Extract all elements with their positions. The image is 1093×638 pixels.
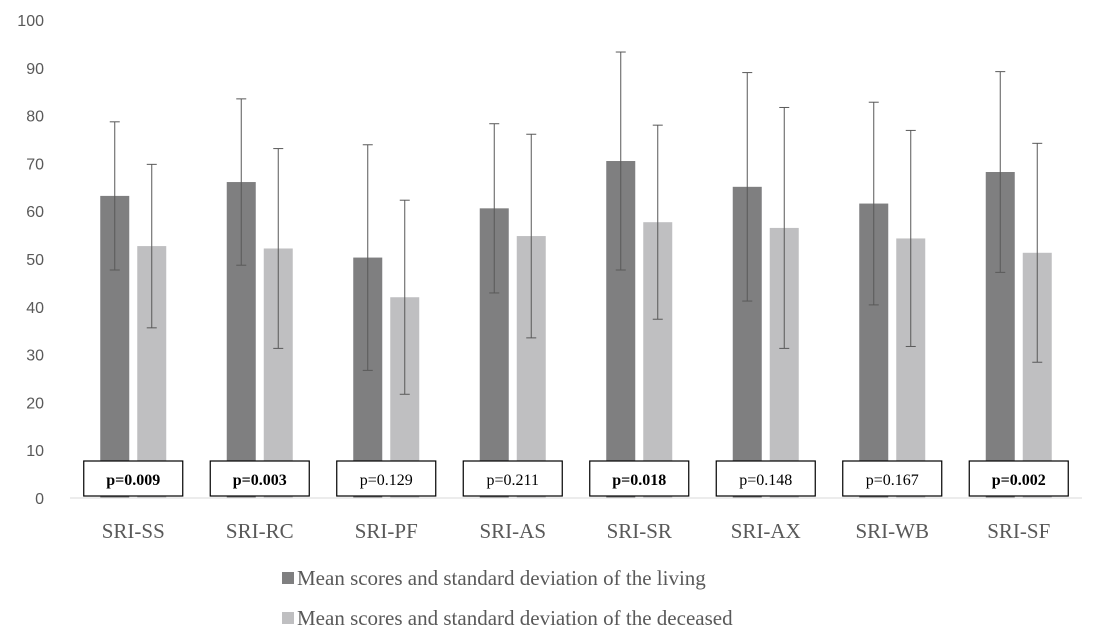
legend-label: Mean scores and standard deviation of th… (297, 606, 733, 630)
legend: Mean scores and standard deviation of th… (282, 566, 733, 630)
p-value-label: p=0.129 (360, 472, 413, 489)
x-axis-labels: SRI-SS SRI-RC SRI-PF SRI-AS SRI-SR SRI-AX SRI-… (102, 519, 1051, 543)
y-tick-label: 20 (26, 395, 44, 412)
y-tick-label: 70 (26, 156, 44, 173)
p-value-box (968, 460, 1069, 497)
legend-swatch (282, 572, 294, 584)
p-value-box (336, 460, 437, 497)
bars (100, 161, 1052, 499)
y-tick-label: 90 (26, 61, 44, 78)
legend-label: Mean scores and standard deviation of th… (297, 566, 706, 590)
p-value-label: p=0.002 (992, 472, 1046, 489)
p-value-box (842, 460, 943, 497)
y-tick-label: 50 (26, 252, 44, 269)
x-tick-label: SRI-SR (607, 519, 672, 543)
y-tick-label: 60 (26, 204, 44, 221)
x-tick-label: SRI-SF (987, 519, 1050, 543)
legend-swatch (282, 612, 294, 624)
p-value-box (83, 460, 184, 497)
x-tick-label: SRI-WB (856, 519, 930, 543)
y-tick-label: 100 (17, 13, 44, 30)
error-bars (109, 51, 1043, 395)
x-tick-label: SRI-RC (226, 519, 294, 543)
p-value-label: p=0.148 (739, 472, 792, 489)
p-value-label: p=0.003 (233, 472, 287, 489)
p-value-label: p=0.009 (106, 472, 160, 489)
p-value-annotations: p=0.009 p=0.003 p=0.129 p=0.211 p=0.018 p=0.1… (83, 460, 1069, 497)
y-tick-label: 30 (26, 348, 44, 365)
x-tick-label: SRI-AX (731, 519, 801, 543)
y-tick-label: 40 (26, 300, 44, 317)
p-value-label: p=0.018 (612, 472, 666, 489)
p-value-label: p=0.211 (487, 472, 539, 489)
p-value-box (715, 460, 816, 497)
y-tick-label: 10 (26, 443, 44, 460)
x-tick-label: SRI-PF (355, 519, 418, 543)
p-value-box (462, 460, 563, 497)
p-value-box (209, 460, 310, 497)
y-axis: 0 10 20 30 40 50 60 70 80 90 100 (17, 13, 44, 508)
y-tick-label: 80 (26, 109, 44, 126)
x-tick-label: SRI-SS (102, 519, 165, 543)
x-tick-label: SRI-AS (479, 519, 546, 543)
p-value-box (589, 460, 690, 497)
y-tick-label: 0 (35, 491, 44, 508)
p-value-label: p=0.167 (866, 472, 919, 489)
